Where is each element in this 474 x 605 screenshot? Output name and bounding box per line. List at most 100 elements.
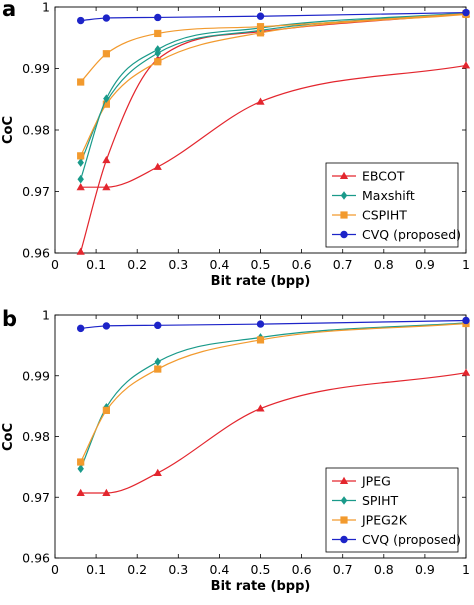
legend-label: EBCOT bbox=[362, 169, 405, 184]
x-tick-label: 0 bbox=[51, 257, 59, 272]
x-tick-label: 0.6 bbox=[292, 257, 312, 272]
data-point bbox=[462, 316, 470, 325]
data-point bbox=[103, 94, 110, 103]
x-tick-label: 0.7 bbox=[333, 562, 353, 577]
data-point bbox=[102, 406, 110, 414]
legend: JPEG SPIHT JPEG2K CVQ (proposed) bbox=[325, 467, 461, 553]
x-tick-label: 0.2 bbox=[127, 257, 147, 272]
legend-marker bbox=[340, 496, 348, 505]
panel-label: a bbox=[2, 0, 16, 21]
data-point bbox=[77, 152, 85, 160]
series-line bbox=[80, 12, 467, 163]
data-point bbox=[102, 14, 111, 22]
y-tick-label: 0.97 bbox=[22, 184, 50, 199]
data-point bbox=[77, 464, 84, 473]
x-tick-label: 0.1 bbox=[86, 257, 106, 272]
data-point bbox=[256, 320, 265, 328]
series-line bbox=[80, 322, 467, 469]
x-tick-label: 0.5 bbox=[251, 562, 271, 577]
x-tick-label: 0.4 bbox=[209, 257, 229, 272]
data-point bbox=[154, 365, 162, 373]
data-point bbox=[154, 321, 162, 330]
series-jpeg2k bbox=[77, 319, 470, 466]
series-maxshift bbox=[77, 8, 470, 184]
series-line bbox=[80, 322, 467, 463]
x-tick-label: 0.4 bbox=[209, 562, 229, 577]
legend-item: JPEG2K bbox=[332, 513, 408, 528]
x-tick-label: 0.3 bbox=[168, 562, 188, 577]
y-tick-label: 0.97 bbox=[22, 490, 50, 505]
legend-label: Maxshift bbox=[362, 188, 415, 203]
data-point bbox=[462, 8, 470, 17]
legend-marker bbox=[340, 230, 348, 239]
legend-box bbox=[325, 162, 459, 248]
legend-label: SPIHT bbox=[362, 493, 399, 508]
legend-item: JPEG bbox=[332, 474, 391, 489]
data-point bbox=[461, 368, 471, 376]
series-spiht bbox=[77, 318, 470, 473]
x-axis-title: Bit rate (bpp) bbox=[211, 579, 311, 594]
data-point bbox=[102, 155, 111, 164]
series-unlabeled bbox=[77, 10, 470, 160]
data-point bbox=[256, 23, 265, 31]
data-point bbox=[461, 61, 471, 69]
chart-panel-a: a 0 0.1 0.2 0.3 0.4 0.5 0.6 0.7 0.8 0.9 1 0.96 0.97 0.… bbox=[1, 0, 471, 289]
data-point bbox=[102, 488, 111, 496]
data-point bbox=[256, 404, 265, 412]
data-point bbox=[154, 45, 161, 54]
data-point bbox=[76, 182, 85, 191]
y-tick-label: 1 bbox=[42, 0, 50, 15]
legend-label: JPEG bbox=[361, 474, 391, 489]
panel-label: b bbox=[2, 307, 17, 331]
x-tick-label: 0.8 bbox=[374, 257, 394, 272]
legend-label: CVQ (proposed) bbox=[362, 227, 461, 242]
series-cvq-proposed bbox=[76, 316, 470, 333]
data-point bbox=[77, 174, 84, 184]
data-point bbox=[76, 324, 85, 333]
x-tick-label: 0.6 bbox=[292, 562, 312, 577]
data-point bbox=[102, 50, 110, 58]
data-point bbox=[153, 162, 162, 170]
series-line bbox=[80, 13, 467, 83]
x-tick-label: 0.9 bbox=[415, 257, 435, 272]
x-axis-title: Bit rate (bpp) bbox=[211, 274, 311, 289]
chart-panel-b: b 0 0.1 0.2 0.3 0.4 0.5 0.6 0.7 0.8 0.9 1 0.96 0.97 0.… bbox=[1, 307, 471, 594]
data-point bbox=[154, 29, 162, 38]
y-tick-label: 0.96 bbox=[22, 246, 50, 261]
legend-item: EBCOT bbox=[332, 169, 405, 184]
data-point bbox=[76, 247, 85, 255]
legend-item: CSPIHT bbox=[332, 208, 407, 223]
legend: EBCOT Maxshift CSPIHT CVQ (proposed) bbox=[325, 162, 461, 248]
series-ebcot bbox=[76, 61, 471, 191]
data-point bbox=[102, 322, 111, 330]
x-tick-label: 1 bbox=[462, 562, 470, 577]
x-tick-label: 0.3 bbox=[168, 257, 188, 272]
data-point bbox=[153, 468, 162, 476]
legend-marker bbox=[340, 516, 348, 524]
y-axis-title: CoC bbox=[1, 116, 16, 144]
data-point bbox=[154, 58, 162, 66]
data-point bbox=[154, 357, 161, 367]
data-point bbox=[77, 158, 84, 167]
y-tick-label: 0.98 bbox=[22, 429, 50, 444]
x-tick-label: 0.2 bbox=[127, 562, 147, 577]
series-line bbox=[80, 12, 467, 180]
legend-label: CSPIHT bbox=[362, 208, 407, 223]
legend-item: Maxshift bbox=[332, 188, 415, 203]
data-point bbox=[76, 488, 85, 496]
data-point bbox=[154, 13, 162, 22]
data-point bbox=[256, 336, 265, 344]
legend-marker bbox=[340, 535, 348, 544]
data-point bbox=[256, 12, 265, 20]
y-axis-title: CoC bbox=[1, 423, 16, 451]
legend-marker bbox=[339, 171, 349, 179]
y-tick-label: 0.99 bbox=[22, 368, 50, 383]
y-tick-label: 0.98 bbox=[22, 123, 50, 138]
legend-item: SPIHT bbox=[332, 493, 399, 508]
x-tick-label: 0.7 bbox=[333, 257, 353, 272]
series-jpeg bbox=[76, 368, 471, 496]
y-tick-label: 1 bbox=[42, 308, 50, 323]
legend-item: CVQ (proposed) bbox=[332, 227, 461, 242]
